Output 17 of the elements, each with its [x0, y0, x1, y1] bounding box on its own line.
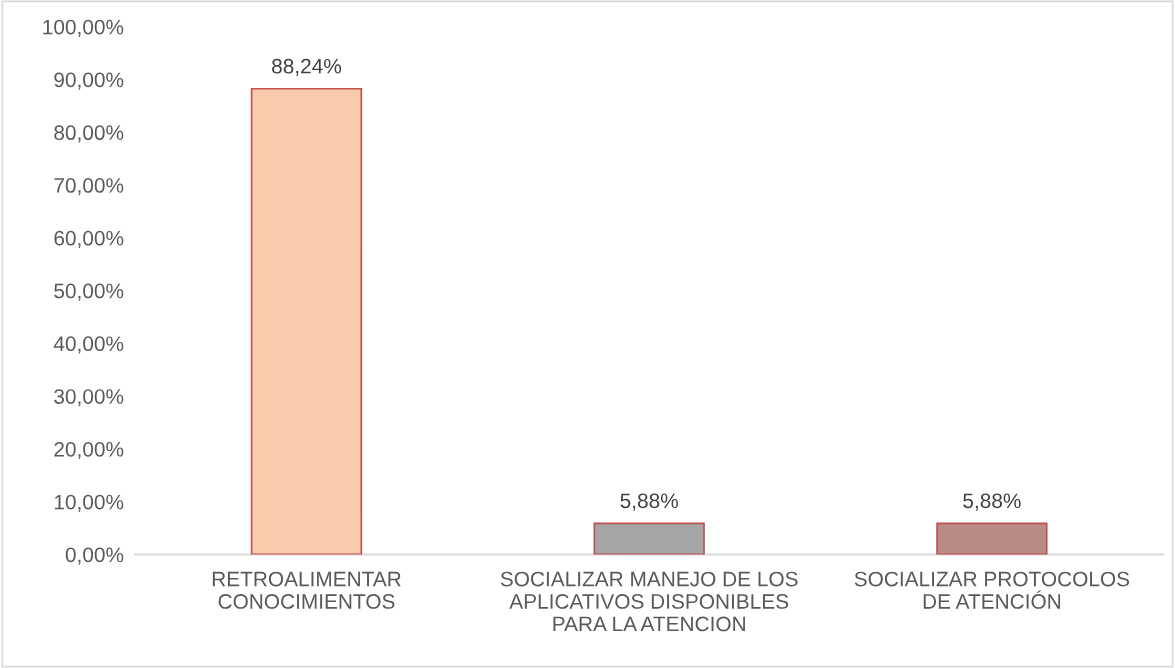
y-tick-label: 70,00%	[54, 178, 124, 196]
y-tick-label: 10,00%	[54, 494, 124, 512]
x-tick-label: SOCIALIZAR PROTOCOLOS DE ATENCIÓN	[854, 571, 1130, 609]
data-label: 5,88%	[963, 493, 1021, 511]
x-tick-label: RETROALIMENTAR CONOCIMIENTOS	[212, 571, 401, 609]
x-tick-label: SOCIALIZAR MANEJO DE LOS APLICATIVOS DISPONIBLES PARA LA ATENCION	[500, 571, 798, 632]
data-label: 88,24%	[272, 58, 342, 77]
y-tick-label: 80,00%	[54, 125, 124, 143]
y-tick-label: 30,00%	[54, 389, 124, 407]
y-tick-label: 60,00%	[54, 230, 124, 249]
y-tick-label: 50,00%	[54, 283, 124, 301]
data-label: 5,88%	[620, 493, 678, 511]
y-tick-label: 0,00%	[65, 547, 124, 565]
y-tick-label: 100,00%	[43, 19, 124, 37]
y-tick-label: 90,00%	[54, 72, 124, 90]
y-tick-label: 40,00%	[53, 336, 124, 354]
y-tick-label: 20,00%	[54, 441, 124, 460]
